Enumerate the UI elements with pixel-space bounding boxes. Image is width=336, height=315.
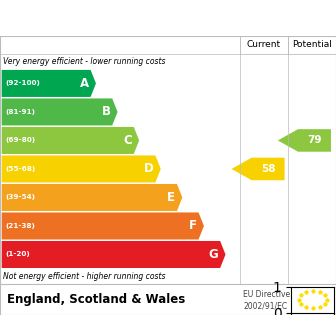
Text: G: G: [209, 248, 218, 261]
Polygon shape: [2, 241, 225, 268]
Bar: [288, 36, 336, 54]
Text: (92-100): (92-100): [5, 80, 40, 86]
Text: Energy Efficiency Rating: Energy Efficiency Rating: [57, 10, 279, 26]
Text: 2002/91/EC: 2002/91/EC: [243, 302, 287, 311]
Text: England, Scotland & Wales: England, Scotland & Wales: [7, 293, 185, 306]
Text: 79: 79: [307, 135, 322, 146]
Text: EU Directive: EU Directive: [243, 290, 290, 300]
Text: (39-54): (39-54): [5, 194, 35, 200]
Text: Not energy efficient - higher running costs: Not energy efficient - higher running co…: [3, 272, 165, 281]
Text: C: C: [123, 134, 132, 147]
Polygon shape: [2, 98, 118, 125]
Bar: [240, 36, 288, 54]
Polygon shape: [278, 129, 331, 152]
Text: (21-38): (21-38): [5, 223, 35, 229]
Polygon shape: [2, 127, 139, 154]
Text: E: E: [167, 191, 175, 204]
Text: (55-68): (55-68): [5, 166, 35, 172]
Text: F: F: [189, 220, 197, 232]
Polygon shape: [2, 212, 204, 239]
Text: (81-91): (81-91): [5, 109, 35, 115]
Polygon shape: [2, 184, 182, 211]
Text: 58: 58: [261, 164, 276, 174]
Polygon shape: [232, 158, 285, 180]
Text: Current: Current: [247, 40, 281, 49]
Text: A: A: [80, 77, 89, 90]
Text: (1-20): (1-20): [5, 251, 30, 257]
Bar: [0, 36, 336, 54]
Text: B: B: [101, 106, 111, 118]
Text: Potential: Potential: [292, 40, 332, 49]
Text: Very energy efficient - lower running costs: Very energy efficient - lower running co…: [3, 57, 165, 66]
Text: D: D: [144, 163, 154, 175]
Polygon shape: [2, 70, 96, 97]
Text: (69-80): (69-80): [5, 137, 35, 143]
Polygon shape: [2, 155, 161, 182]
